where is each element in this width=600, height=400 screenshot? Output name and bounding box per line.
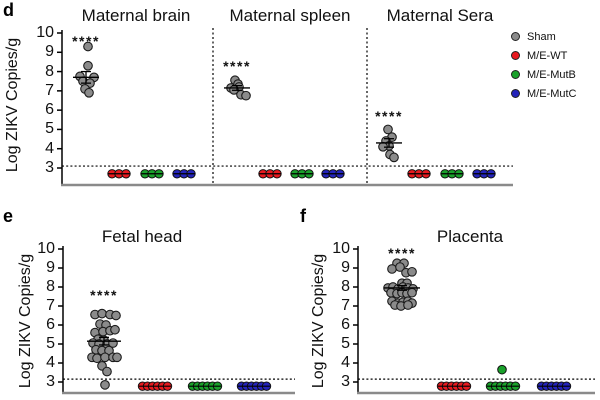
me-mutc-swatch-icon	[511, 89, 520, 98]
y-tick-label: 8	[46, 278, 55, 295]
me-wt-swatch-icon	[511, 51, 520, 60]
data-point	[100, 380, 110, 390]
data-point	[387, 264, 397, 274]
significance-stars: ****	[375, 108, 403, 124]
legend-label-me-wt: M/E-WT	[527, 49, 568, 62]
data-point	[407, 266, 417, 277]
data-point	[241, 90, 251, 101]
data-point	[100, 352, 110, 363]
y-tick-label: 7	[46, 297, 55, 314]
me-mutb-swatch-icon	[511, 70, 520, 79]
y-tick-label: 3	[45, 159, 54, 176]
data-point	[83, 60, 93, 71]
data-point	[395, 262, 405, 272]
y-tick-label: 10	[332, 240, 350, 257]
data-point	[403, 300, 413, 310]
data-point	[92, 353, 102, 364]
data-point	[102, 366, 112, 377]
data-point	[97, 308, 107, 319]
data-point	[110, 324, 120, 335]
significance-stars: ****	[388, 245, 416, 261]
title-maternal-sera: Maternal Sera	[386, 6, 494, 25]
legend-label-me-mutc: M/E-MutC	[527, 87, 577, 100]
y-tick-label: 3	[341, 373, 350, 390]
data-point	[383, 124, 393, 135]
y-tick-label: 7	[341, 297, 350, 314]
y-tick-label: 8	[45, 62, 54, 80]
y-tick-label: 4	[46, 354, 55, 371]
data-point	[83, 41, 93, 52]
y-tick-label: 10	[37, 240, 55, 257]
title-fetal-head: Fetal head	[101, 227, 183, 246]
panel-letter-d: d	[3, 0, 14, 20]
y-tick-label: 7	[45, 81, 54, 99]
y-tick-label: 3	[46, 373, 55, 390]
y-tick-label: 4	[341, 354, 350, 371]
legend-label-sham: Sham	[527, 30, 556, 43]
legend-item-me-mutb: M/E-MutB	[511, 65, 577, 84]
y-tick-label: 5	[45, 120, 54, 138]
y-tick-label: 9	[46, 259, 55, 276]
outlier-point	[497, 364, 507, 375]
data-point	[84, 87, 94, 98]
legend-item-me-mutc: M/E-MutC	[511, 84, 577, 103]
y-tick-label: 9	[341, 259, 350, 276]
y-tick-label: 4	[45, 139, 54, 157]
title-maternal-spleen: Maternal spleen	[229, 6, 351, 25]
y-tick-label: 6	[46, 316, 55, 333]
legend-item-me-wt: M/E-WT	[511, 46, 577, 65]
legend: Sham M/E-WT M/E-MutB M/E-MutC	[511, 27, 577, 103]
y-tick-label: 6	[341, 316, 350, 333]
data-point	[389, 152, 399, 163]
y-tick-label: 8	[341, 278, 350, 295]
title-maternal-brain: Maternal brain	[81, 6, 191, 25]
data-point	[111, 310, 121, 321]
significance-stars: ****	[223, 58, 251, 74]
y-tick-label: 10	[36, 24, 54, 41]
panel-letter-e: e	[3, 206, 14, 226]
y-tick-label: 5	[341, 335, 350, 352]
legend-item-sham: Sham	[511, 27, 577, 46]
data-point	[407, 287, 417, 298]
significance-stars: ****	[90, 287, 118, 303]
y-tick-label: 5	[46, 335, 55, 352]
sham-swatch-icon	[511, 32, 520, 41]
data-point	[112, 352, 122, 363]
legend-label-me-mutb: M/E-MutB	[527, 68, 576, 81]
y-tick-label: 9	[45, 43, 54, 61]
panel-letter-f: f	[300, 206, 306, 226]
y-tick-label: 6	[45, 101, 54, 119]
significance-stars: ****	[72, 33, 100, 49]
title-placenta: Placenta	[436, 227, 504, 246]
